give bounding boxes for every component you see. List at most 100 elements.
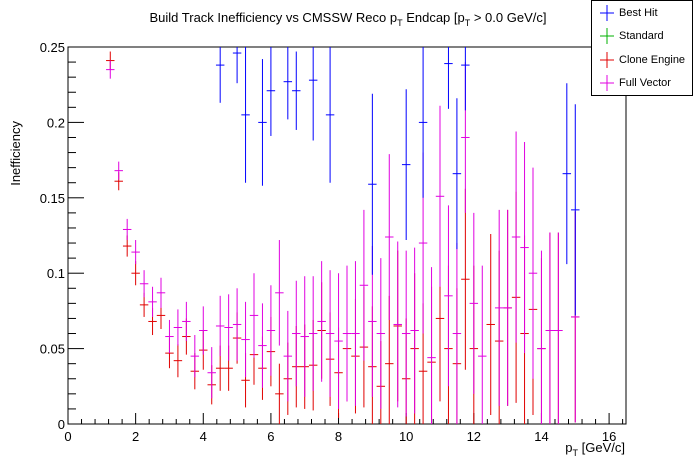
data-point-full-vector [224, 294, 233, 361]
legend-label-standard: Standard [619, 30, 664, 42]
series-clone-engine [106, 51, 580, 424]
data-point-full-vector [308, 276, 318, 391]
data-point-full-vector [241, 301, 250, 378]
data-point-full-vector [139, 270, 149, 298]
data-point-clone-engine [275, 363, 284, 424]
plot-frame [67, 46, 627, 425]
x-tick-label: 10 [399, 429, 413, 444]
data-point-full-vector [283, 310, 293, 402]
data-point-full-vector [554, 232, 563, 424]
legend-label-full-vector: Full Vector [619, 77, 671, 89]
data-point-best-hit [308, 47, 318, 141]
data-point-full-vector [215, 295, 225, 357]
legend-label-clone-engine: Clone Engine [619, 54, 686, 66]
data-point-best-hit [444, 47, 453, 109]
data-point-full-vector [165, 319, 174, 354]
data-point-best-hit [562, 83, 572, 265]
data-point-full-vector [122, 218, 132, 241]
x-tick-label: 6 [267, 429, 274, 444]
series-layer [106, 47, 580, 424]
data-point-best-hit [283, 47, 293, 120]
data-point-full-vector [401, 250, 411, 417]
y-axis-label: Inefficiency [8, 121, 23, 186]
y-tick-label: 0.2 [47, 115, 65, 130]
x-tick-label: 16 [602, 429, 616, 444]
x-tick-label: 14 [534, 429, 548, 444]
data-point-best-hit [241, 47, 250, 183]
data-point-full-vector [385, 154, 394, 320]
data-point-full-vector [503, 209, 512, 406]
x-tick-label: 2 [132, 429, 139, 444]
data-point-best-hit [418, 47, 428, 198]
data-point-full-vector [173, 309, 183, 346]
data-point-full-vector [232, 288, 242, 361]
x-tick-label: 4 [200, 429, 207, 444]
data-point-full-vector [114, 161, 123, 180]
data-point-full-vector [351, 261, 360, 406]
data-point-full-vector [444, 205, 453, 387]
data-point-full-vector [511, 131, 521, 343]
data-point-full-vector [317, 261, 326, 382]
data-point-best-hit [401, 89, 411, 241]
data-point-best-hit [571, 104, 580, 316]
y-tick-label: 0.25 [40, 40, 65, 55]
data-point-full-vector [249, 273, 259, 358]
data-point-best-hit [452, 98, 462, 250]
x-axis-label: pT [GeV/c] [565, 440, 625, 458]
data-point-clone-engine [173, 344, 183, 378]
data-point-best-hit [232, 47, 242, 84]
data-point-full-vector [300, 276, 309, 397]
data-point-full-vector [199, 306, 208, 355]
data-point-best-hit [215, 47, 225, 103]
legend-entry-full-vector: Full Vector [592, 72, 692, 94]
data-point-full-vector [469, 212, 479, 394]
legend-entry-best-hit: Best Hit [592, 2, 692, 24]
data-point-full-vector [106, 60, 115, 79]
data-point-full-vector [427, 267, 436, 424]
data-point-full-vector [182, 301, 191, 342]
data-point-full-vector [258, 303, 267, 388]
data-point-full-vector [334, 273, 343, 409]
y-tick-label: 0.05 [40, 342, 65, 357]
data-point-full-vector [376, 258, 386, 409]
data-point-best-hit [266, 47, 276, 136]
data-point-full-vector [435, 105, 445, 287]
data-point-full-vector [275, 240, 284, 346]
x-tick-label: 0 [64, 429, 71, 444]
legend-marker-clone-engine [600, 52, 614, 68]
data-point-full-vector [528, 167, 538, 379]
y-tick-label: 0.1 [47, 266, 65, 281]
data-point-best-hit [461, 47, 470, 111]
legend: Best Hit Standard Clone Engine Full Vect… [591, 0, 693, 96]
data-point-full-vector [266, 285, 276, 376]
data-point-best-hit [368, 93, 377, 275]
y-tick-label: 0 [58, 417, 65, 432]
data-point-full-vector [545, 232, 555, 424]
data-point-clone-engine [461, 188, 470, 370]
legend-label-best-hit: Best Hit [619, 7, 658, 19]
data-point-clone-engine [486, 233, 495, 415]
data-point-full-vector [452, 243, 462, 424]
data-point-full-vector [537, 250, 546, 424]
x-axis: 0 2 4 6 8 10 12 14 16 [64, 413, 624, 444]
x-tick-label: 12 [467, 429, 481, 444]
legend-marker-full-vector [600, 75, 614, 91]
data-point-full-vector [190, 335, 200, 378]
legend-marker-best-hit [600, 5, 614, 21]
data-point-full-vector [342, 265, 352, 402]
data-point-full-vector [148, 286, 157, 317]
data-point-full-vector [494, 209, 504, 406]
data-point-best-hit [325, 47, 335, 183]
data-point-full-vector [325, 270, 335, 397]
data-point-full-vector [207, 347, 216, 399]
legend-marker-standard [600, 28, 614, 44]
data-point-full-vector [292, 280, 301, 387]
series-best-hit [215, 47, 580, 316]
data-point-full-vector [393, 241, 402, 408]
data-point-full-vector [410, 247, 419, 414]
legend-entry-clone-engine: Clone Engine [592, 49, 692, 71]
data-point-clone-engine [131, 261, 140, 286]
chart-title: Build Track Inefficiency vs CMSSW Reco p… [150, 10, 547, 28]
series-full-vector [106, 60, 580, 424]
